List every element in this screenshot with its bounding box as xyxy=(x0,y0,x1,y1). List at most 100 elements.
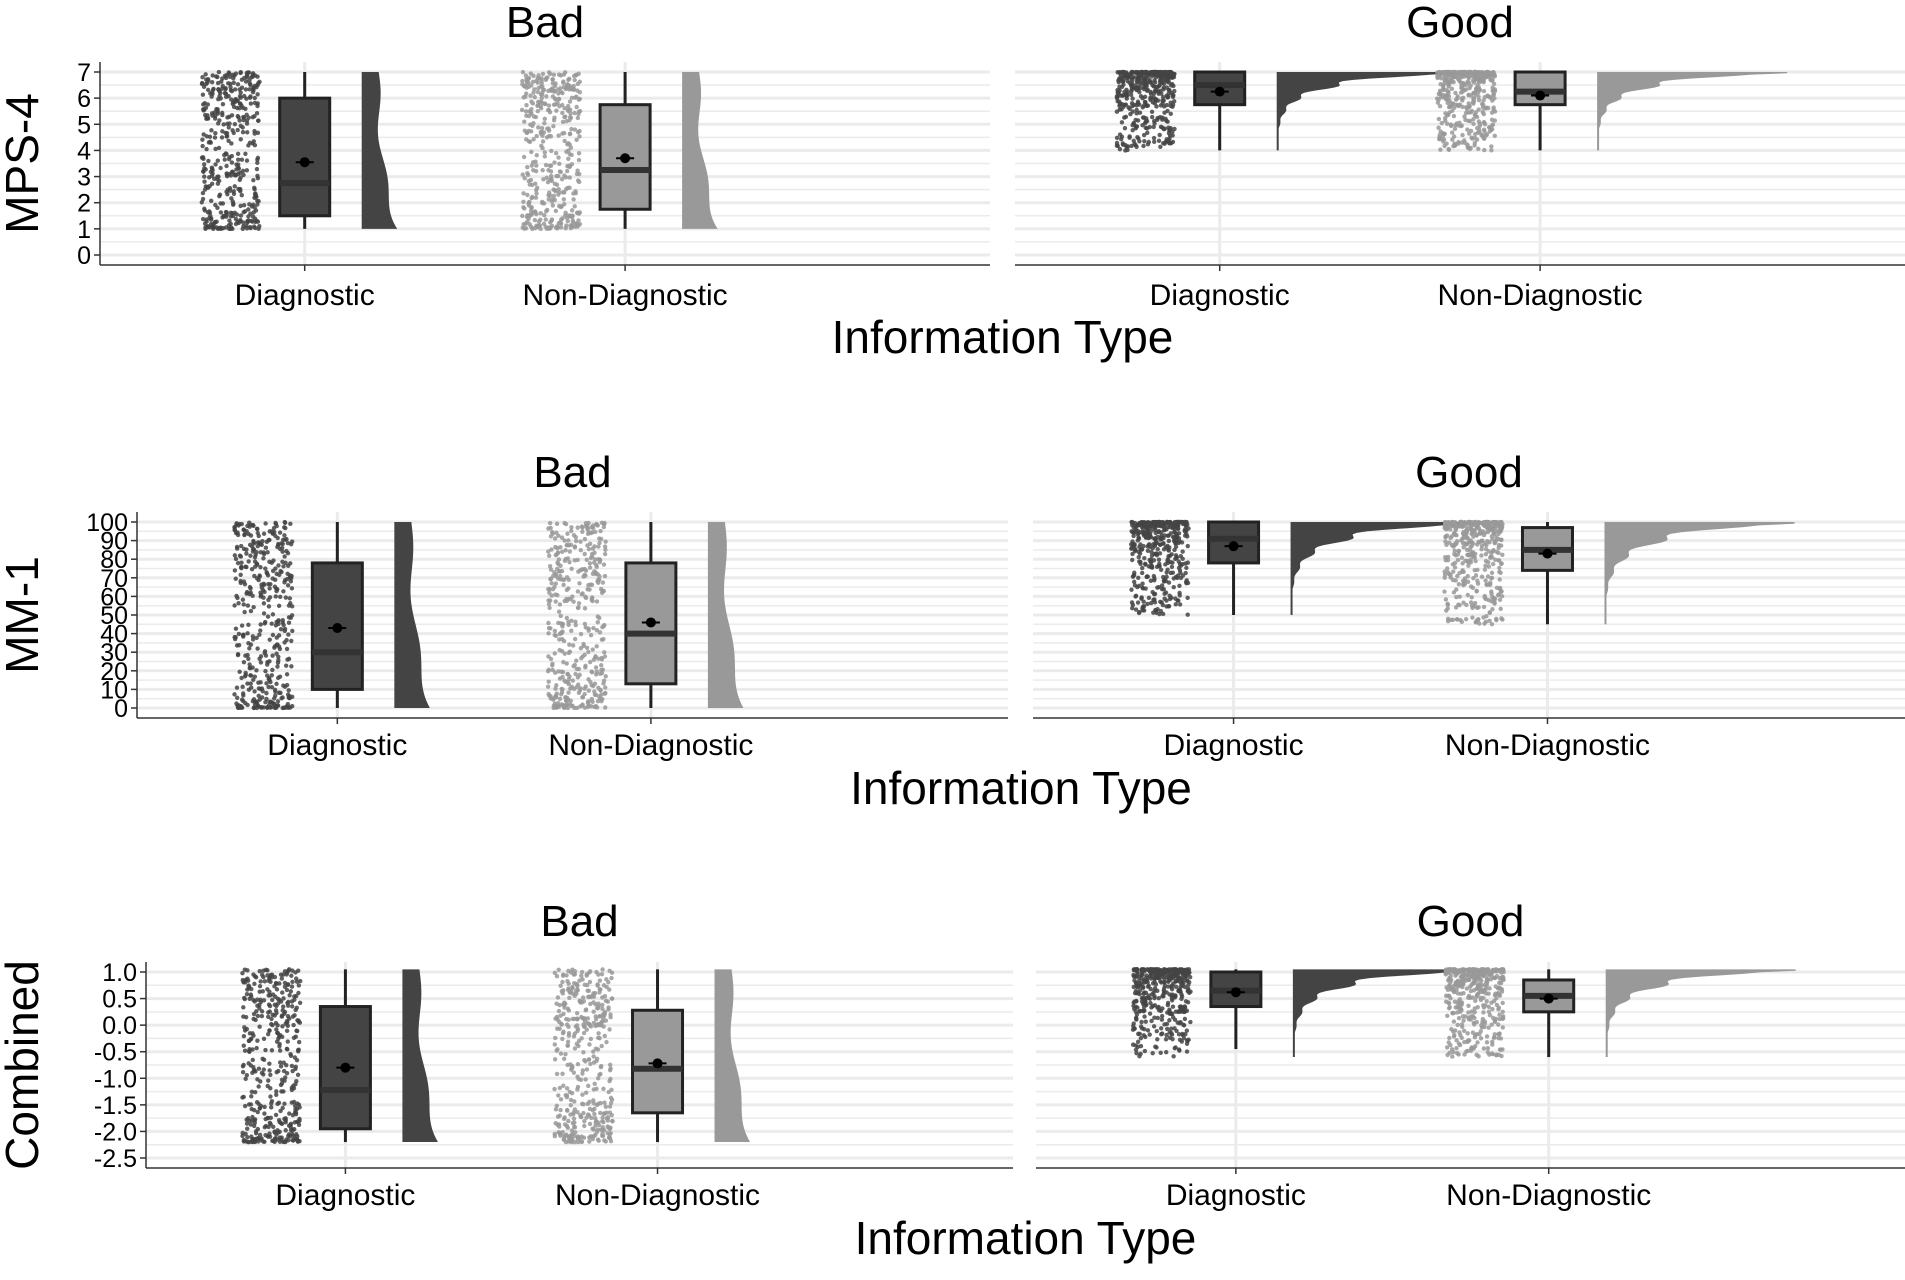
data-point xyxy=(596,1031,601,1036)
data-point xyxy=(205,87,211,93)
data-point xyxy=(1124,91,1129,96)
data-point xyxy=(601,524,607,530)
data-point xyxy=(578,686,583,691)
data-point xyxy=(1141,143,1146,149)
data-point xyxy=(271,701,276,706)
data-point xyxy=(1488,554,1494,559)
data-point xyxy=(282,554,287,559)
data-point xyxy=(572,127,578,132)
data-point xyxy=(240,1069,246,1075)
data-point xyxy=(1130,574,1136,579)
data-point xyxy=(274,1089,279,1094)
data-point xyxy=(536,125,541,130)
data-point xyxy=(548,173,554,179)
data-point xyxy=(539,125,545,131)
data-point xyxy=(1494,585,1500,591)
data-point xyxy=(551,573,556,578)
data-point xyxy=(580,529,585,534)
data-point xyxy=(210,168,215,173)
data-point xyxy=(1153,96,1158,102)
data-point xyxy=(280,990,285,995)
data-point xyxy=(254,562,260,567)
data-point xyxy=(1472,112,1477,117)
data-point xyxy=(1436,125,1441,131)
data-point xyxy=(586,649,591,655)
data-point xyxy=(1165,968,1171,974)
data-point xyxy=(243,79,249,84)
y-tick-label: -1.5 xyxy=(94,1092,137,1120)
data-point xyxy=(242,674,248,679)
data-point xyxy=(209,79,215,85)
data-point xyxy=(539,92,545,98)
y-tick-label: 0.0 xyxy=(102,1012,137,1040)
data-point xyxy=(268,1115,274,1121)
data-point xyxy=(520,78,525,84)
data-point xyxy=(1454,617,1460,622)
data-point xyxy=(608,1130,613,1136)
data-point xyxy=(1132,990,1138,996)
data-point xyxy=(1158,1050,1163,1055)
data-point xyxy=(1125,144,1131,149)
data-point xyxy=(222,157,227,162)
data-point xyxy=(551,124,556,129)
data-point xyxy=(1491,92,1497,97)
data-point xyxy=(241,602,246,607)
data-point xyxy=(1127,72,1133,77)
data-point xyxy=(1159,970,1164,975)
data-point xyxy=(242,1048,248,1053)
data-point xyxy=(1457,602,1462,608)
data-point xyxy=(1161,586,1166,592)
data-point xyxy=(1462,114,1467,119)
data-point xyxy=(1142,1014,1147,1019)
data-point xyxy=(251,972,256,977)
data-point xyxy=(1156,557,1162,562)
data-point xyxy=(585,1016,591,1021)
data-point xyxy=(544,94,549,99)
data-point xyxy=(1497,565,1502,571)
data-point xyxy=(1177,1021,1182,1026)
data-point xyxy=(1133,1009,1139,1014)
data-point xyxy=(239,560,244,565)
data-point xyxy=(552,1042,557,1047)
data-point xyxy=(289,604,295,609)
data-point xyxy=(522,206,527,211)
x-tick-label: Non-Diagnostic xyxy=(1438,279,1643,312)
data-point xyxy=(257,1024,262,1029)
data-point xyxy=(270,992,276,997)
data-point xyxy=(1457,71,1462,76)
data-point xyxy=(600,1119,605,1124)
data-point xyxy=(264,705,270,710)
data-point xyxy=(292,1013,297,1018)
data-point xyxy=(1153,525,1158,531)
data-point xyxy=(550,203,556,208)
data-point xyxy=(205,102,211,107)
data-point xyxy=(555,704,560,710)
data-point xyxy=(1136,610,1142,616)
data-point xyxy=(570,594,575,599)
data-point xyxy=(261,968,266,973)
data-point xyxy=(576,601,582,606)
data-point xyxy=(282,1116,287,1122)
data-point xyxy=(239,543,244,549)
data-point xyxy=(239,564,244,570)
data-point xyxy=(289,586,295,591)
data-point xyxy=(600,1115,605,1120)
data-point xyxy=(594,1086,599,1092)
data-point xyxy=(592,990,598,996)
data-point xyxy=(1164,990,1169,995)
data-point xyxy=(1176,565,1182,571)
data-point xyxy=(268,705,273,710)
data-point xyxy=(252,1117,258,1122)
data-point xyxy=(292,1103,298,1109)
data-point xyxy=(271,696,277,701)
data-point xyxy=(549,581,554,586)
data-point xyxy=(532,225,538,231)
data-point xyxy=(293,1064,298,1070)
data-point xyxy=(218,210,224,215)
data-point xyxy=(256,693,261,698)
data-point xyxy=(257,656,262,662)
data-point xyxy=(237,669,242,675)
data-point xyxy=(293,1110,299,1115)
data-point xyxy=(216,174,221,179)
data-point xyxy=(240,105,246,111)
